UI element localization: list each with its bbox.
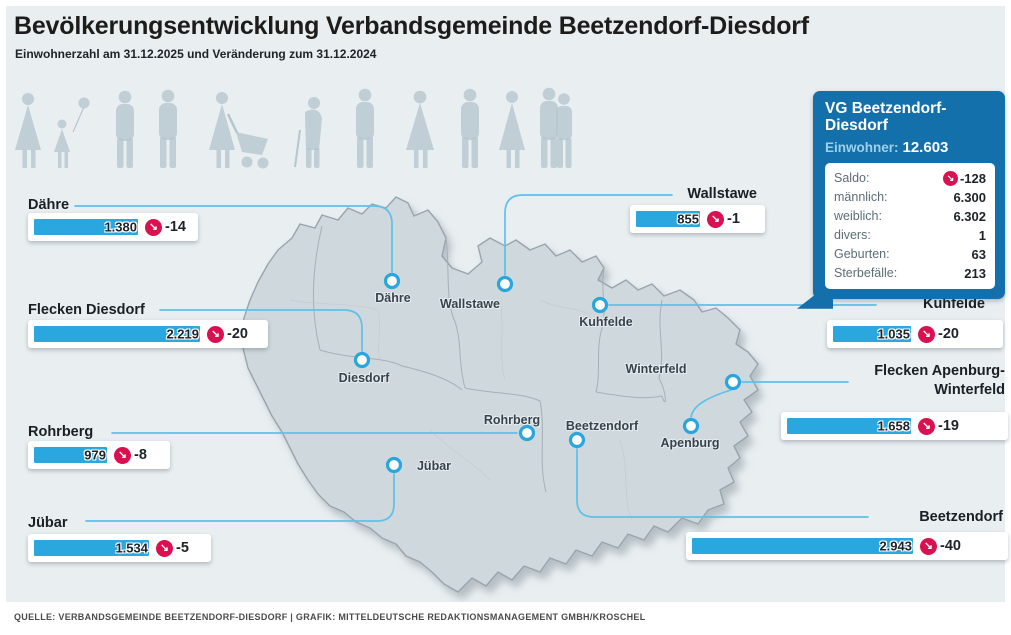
page-title: Bevölkerungsentwicklung Verbandsgemeinde… [14,12,809,40]
decrease-arrow-icon: ↘ [145,218,162,236]
map-label-diesdorf: Diesdorf [338,371,390,385]
entry-name: Rohrberg [28,424,94,440]
population-value: 855 [677,211,699,227]
map-label-rohrberg: Rohrberg [483,413,541,427]
stat-row: Saldo: ↘ -128 [834,169,986,188]
entry-name: Beetzendorf [919,509,1003,525]
decrease-arrow-icon: ↘ [942,170,958,186]
stat-label: männlich: [834,190,888,205]
stat-row: Sterbefälle: 213 [834,264,986,283]
stat-row: Geburten: 63 [834,245,986,264]
stat-label: Geburten: [834,247,890,262]
population-value: 1.534 [115,540,148,556]
population-bar: 1.035 [833,326,911,342]
population-bar: 1.534 [34,540,149,556]
stat-label: divers: [834,228,871,243]
value-box: 1.035 ↘ -20 [827,320,1003,348]
population-bar: 979 [34,447,107,463]
map-label-winterfeld: Winterfeld [625,362,687,376]
connector-lines [74,194,877,522]
population-bar: 855 [636,211,700,227]
source-credit: QUELLE: VERBANDSGEMEINDE BEETZENDORF-DIE… [14,612,646,622]
decrease-arrow-icon: ↘ [918,417,935,435]
stat-row: divers: 1 [834,226,986,245]
change-value: -8 [134,447,147,463]
stat-row: weiblich: 6.302 [834,207,986,226]
decrease-arrow-icon: ↘ [920,537,937,555]
summary-info-box: VG Beetzendorf-Diesdorf Einwohner: 12.603… [797,91,1005,309]
people-silhouettes-icon [15,87,572,169]
population-bar: 2.219 [34,326,200,342]
region-map [239,196,759,593]
stat-value: 1 [978,227,986,243]
info-box-stats: Saldo: ↘ -128 männlich: 6.300 weiblich: 6… [825,162,995,289]
decrease-arrow-icon: ↘ [156,539,173,557]
map-label-kuhfelde: Kuhfelde [579,315,633,329]
population-value: 979 [84,447,106,463]
population-value: 1.035 [877,326,910,342]
stat-value: ↘ -128 [942,170,986,186]
entry-name: Jübar [28,515,68,531]
change-value: -5 [176,540,189,556]
value-box: 2.943 ↘ -40 [686,532,1008,560]
population-bar: 1.380 [34,219,138,235]
entry-name: Kuhfelde [922,296,985,312]
population-value: 2.219 [166,326,199,342]
value-box: 2.219 ↘ -20 [28,320,268,348]
decrease-arrow-icon: ↘ [707,210,724,228]
info-box-population: Einwohner: 12.603 [825,139,995,156]
change-value: -1 [727,211,740,227]
footer-bar [0,602,1011,635]
stat-value: 213 [964,265,986,281]
value-box: 979 ↘ -8 [28,441,170,469]
change-value: -19 [938,418,959,434]
map-label-beetzendorf: Beetzendorf [565,419,639,433]
map-label-daehre: Dähre [375,291,411,305]
decrease-arrow-icon: ↘ [114,446,131,464]
entry-name: Wallstawe [687,186,757,202]
change-value: -20 [938,326,959,342]
value-box: 1.380 ↘ -14 [28,213,198,241]
population-value: 1.380 [104,219,137,235]
stat-value: 6.302 [953,208,986,224]
map-label-apenburg: Apenburg [660,436,720,450]
stat-label: Saldo: [834,171,870,186]
value-box: 855 ↘ -1 [630,205,765,233]
change-value: -40 [940,538,961,554]
value-box: 1.658 ↘ -19 [781,412,1008,440]
change-value: -20 [227,326,248,342]
population-bar: 1.658 [787,418,911,434]
value-box: 1.534 ↘ -5 [28,534,211,562]
page-subtitle: Einwohnerzahl am 31.12.2025 und Veränder… [15,47,377,61]
population-value: 1.658 [877,418,910,434]
stat-value: 63 [971,246,986,262]
stat-row: männlich: 6.300 [834,188,986,207]
map-label-wallstawe: Wallstawe [440,297,500,311]
map-label-juebar: Jübar [416,459,452,473]
stat-label: Sterbefälle: [834,266,898,281]
info-box-title: VG Beetzendorf-Diesdorf [825,100,947,135]
entry-name: Dähre [28,197,70,213]
decrease-arrow-icon: ↘ [918,325,935,343]
stat-label: weiblich: [834,209,882,224]
population-bar: 2.943 [692,538,913,554]
map-markers [353,272,742,474]
change-value: -14 [165,219,186,235]
decrease-arrow-icon: ↘ [207,325,224,343]
einwohner-value: 12.603 [902,138,949,156]
entry-name: Flecken Diesdorf [28,302,145,318]
population-value: 2.943 [879,538,912,554]
stat-value: 6.300 [953,189,986,205]
entry-name: Flecken Apenburg-Winterfeld [874,363,1005,398]
einwohner-label: Einwohner: [825,139,899,155]
